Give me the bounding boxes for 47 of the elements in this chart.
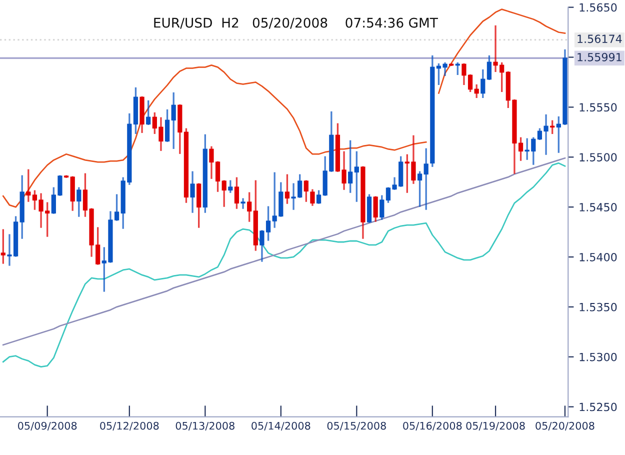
candlestick [348,140,353,193]
y-tick-label: 1.5500 [580,153,617,162]
candlestick [380,195,384,220]
candlestick [417,171,422,207]
y-tick-label: 1.5250 [580,402,617,412]
candlestick [26,169,31,202]
candlestick [304,180,308,202]
candlestick [310,189,315,206]
candlestick [424,148,428,210]
x-tick-label: 05/14/2008 [252,422,310,431]
candlestick [550,120,555,134]
y-tick-label: 1.5350 [580,302,617,312]
x-tick-label: 05/16/2008 [403,422,462,431]
y-tick-label: 1.5450 [580,203,617,212]
x-tick-label: 05/09/2008 [18,422,77,431]
candlestick [228,180,233,193]
candlestick [171,92,176,149]
candlestick [190,171,195,213]
candlestick [373,196,378,222]
y-tick-label: 1.5300 [580,352,617,362]
candlestick [354,151,359,202]
candlestick [234,177,240,209]
ref-line-label: 1.55991 [578,52,622,62]
y-tick-label: 1.5650 [580,3,617,12]
ref-line-label: 1.56174 [578,34,622,44]
x-tick-label: 05/12/2008 [100,422,159,431]
candlestick [240,198,246,209]
candlestick [196,183,202,228]
candlestick [76,187,82,217]
x-tick-label: 05/19/2008 [466,422,525,431]
x-tick-label: 05/15/2008 [327,422,386,431]
candlestick [222,180,226,207]
candlestick [146,100,151,125]
x-tick-label: 05/13/2008 [176,422,234,431]
candlestick [247,192,252,222]
candlestick [0,229,6,264]
y-tick-label: 1.5550 [580,103,617,112]
candlestick [70,176,75,211]
candlestick [316,190,322,204]
candlestick [480,69,486,98]
y-tick-label: 1.5400 [580,252,617,262]
candlestick [474,84,479,98]
candlestick [486,55,492,80]
text: EUR/USD H2 05/20/2008 07:54:36 GMT [154,18,438,29]
x-tick-label: 05/20/2008 [536,422,594,431]
candlestick [164,109,170,142]
candlestick [284,174,290,204]
